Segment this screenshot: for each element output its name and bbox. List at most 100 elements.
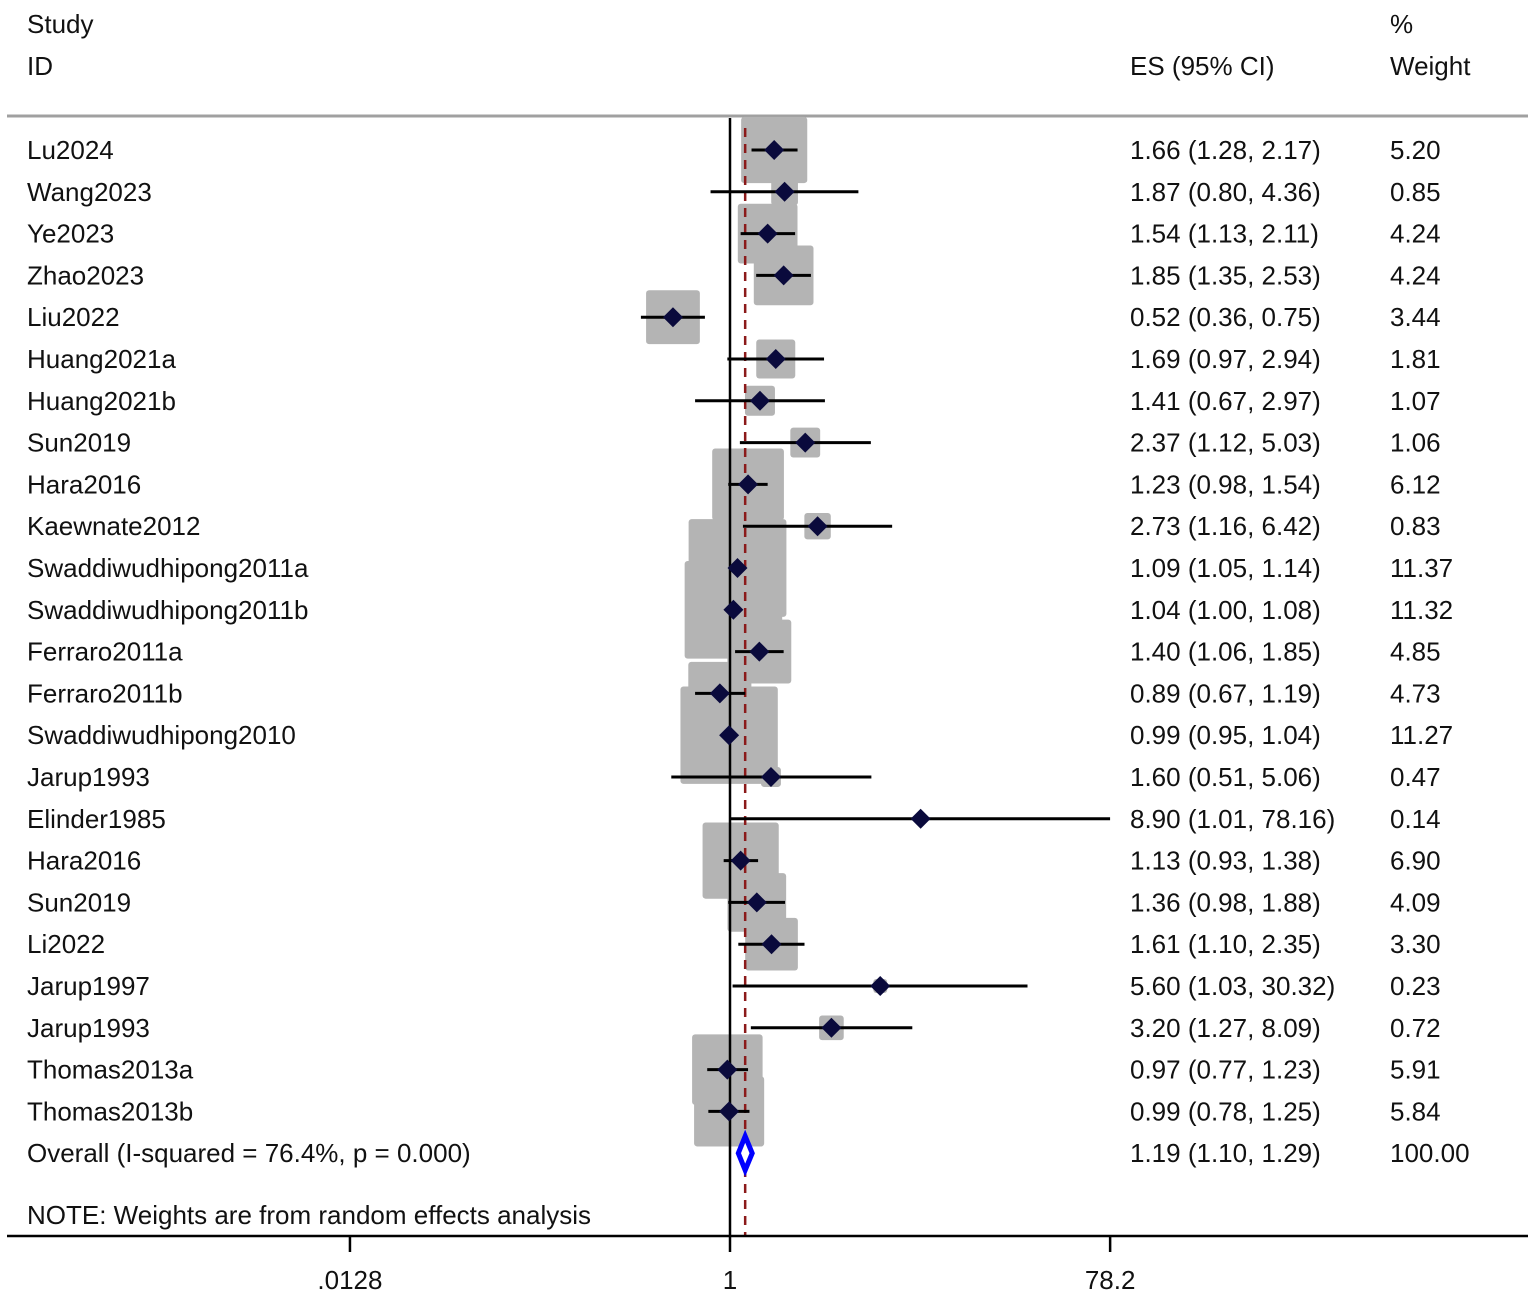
effect-marker [764,140,785,160]
effect-marker [761,934,782,955]
study-id: Wang2023 [27,177,152,207]
header-id: ID [27,51,53,81]
study-weight: 0.23 [1390,971,1441,1001]
study-weight: 11.37 [1390,553,1453,583]
study-weight: 4.24 [1390,219,1441,249]
header-study: Study [27,9,94,39]
study-weight: 5.20 [1390,135,1441,165]
study-id: Zhao2023 [27,260,144,290]
study-es: 0.89 (0.67, 1.19) [1130,678,1321,708]
effect-marker [910,808,931,829]
effect-marker [773,265,794,286]
study-es: 1.87 (0.80, 4.36) [1130,177,1321,207]
study-es: 0.99 (0.78, 1.25) [1130,1096,1321,1126]
effect-marker [719,725,740,746]
study-weight: 6.12 [1390,469,1441,499]
effect-marker [757,223,778,244]
study-id: Thomas2013a [27,1055,194,1085]
study-id: Jarup1997 [27,971,150,1001]
study-weight: 0.85 [1390,177,1441,207]
study-id: Ferraro2011a [27,637,183,667]
overall-es: 1.19 (1.10, 1.29) [1130,1138,1321,1168]
study-es: 2.73 (1.16, 6.42) [1130,511,1321,541]
study-weight: 1.81 [1390,344,1441,374]
effect-marker [765,349,786,369]
study-id: Kaewnate2012 [27,511,200,541]
study-id: Li2022 [27,929,105,959]
effect-marker [717,1059,738,1080]
study-weight: 1.07 [1390,386,1441,416]
study-weight: 5.84 [1390,1096,1441,1126]
study-weight: 0.72 [1390,1013,1441,1043]
study-weight: 1.06 [1390,428,1441,458]
study-es: 0.99 (0.95, 1.04) [1130,720,1321,750]
effect-marker [870,976,891,996]
study-es: 1.40 (1.06, 1.85) [1130,637,1321,667]
effect-marker [709,683,730,704]
study-es: 1.69 (0.97, 2.94) [1130,344,1321,374]
study-weight: 0.83 [1390,511,1441,541]
effect-marker [730,850,751,871]
study-es: 1.23 (0.98, 1.54) [1130,469,1321,499]
study-es: 5.60 (1.03, 30.32) [1130,971,1335,1001]
study-weight: 4.24 [1390,260,1441,290]
study-weight: 4.73 [1390,678,1441,708]
study-id: Liu2022 [27,302,120,332]
study-id: Ferraro2011b [27,678,183,708]
effect-marker [727,558,748,578]
study-id: Jarup1993 [27,762,150,792]
effect-marker [749,641,770,662]
study-id: Sun2019 [27,887,131,917]
x-tick-label: 78.2 [1085,1265,1136,1295]
effect-marker [723,599,744,620]
overall-weight: 100.00 [1390,1138,1470,1168]
header-weight: Weight [1390,51,1471,81]
effect-marker [749,390,770,411]
effect-marker [738,474,759,495]
effect-marker [795,432,816,453]
study-id: Hara2016 [27,469,141,499]
study-id: Hara2016 [27,846,141,876]
study-id: Swaddiwudhipong2011b [27,595,308,625]
study-es: 1.41 (0.67, 2.97) [1130,386,1321,416]
study-weight: 11.27 [1390,720,1453,750]
effect-marker [746,892,767,913]
study-id: Sun2019 [27,428,131,458]
study-weight: 11.32 [1390,595,1453,625]
study-id: Jarup1993 [27,1013,150,1043]
study-es: 3.20 (1.27, 8.09) [1130,1013,1321,1043]
study-weight: 3.44 [1390,302,1441,332]
x-tick-label: .0128 [317,1265,382,1295]
study-weight: 0.47 [1390,762,1441,792]
overall-diamond [735,1129,755,1177]
study-es: 0.97 (0.77, 1.23) [1130,1055,1321,1085]
effect-marker [662,307,683,328]
study-es: 2.37 (1.12, 5.03) [1130,428,1321,458]
study-es: 1.04 (1.00, 1.08) [1130,595,1321,625]
study-id: Ye2023 [27,219,114,249]
study-id: Thomas2013b [27,1096,193,1126]
header-es: ES (95% CI) [1130,51,1275,81]
study-id: Elinder1985 [27,804,166,834]
study-id: Huang2021a [27,344,176,374]
study-es: 1.85 (1.35, 2.53) [1130,260,1321,290]
effect-marker [719,1101,740,1122]
study-id: Swaddiwudhipong2010 [27,720,296,750]
study-es: 8.90 (1.01, 78.16) [1130,804,1335,834]
effect-marker [774,181,795,202]
study-id: Huang2021b [27,386,176,416]
study-weight: 4.09 [1390,887,1441,917]
study-es: 1.13 (0.93, 1.38) [1130,846,1321,876]
study-es: 1.54 (1.13, 2.11) [1130,219,1319,249]
study-es: 1.66 (1.28, 2.17) [1130,135,1321,165]
study-weight: 5.91 [1390,1055,1441,1085]
study-id: Swaddiwudhipong2011a [27,553,309,583]
study-es: 1.09 (1.05, 1.14) [1130,553,1321,583]
study-id: Lu2024 [27,135,114,165]
study-weight: 4.85 [1390,637,1441,667]
effect-marker [807,516,828,537]
effect-marker [760,767,781,787]
study-weight: 0.14 [1390,804,1441,834]
overall-label: Overall (I-squared = 76.4%, p = 0.000) [27,1138,471,1168]
